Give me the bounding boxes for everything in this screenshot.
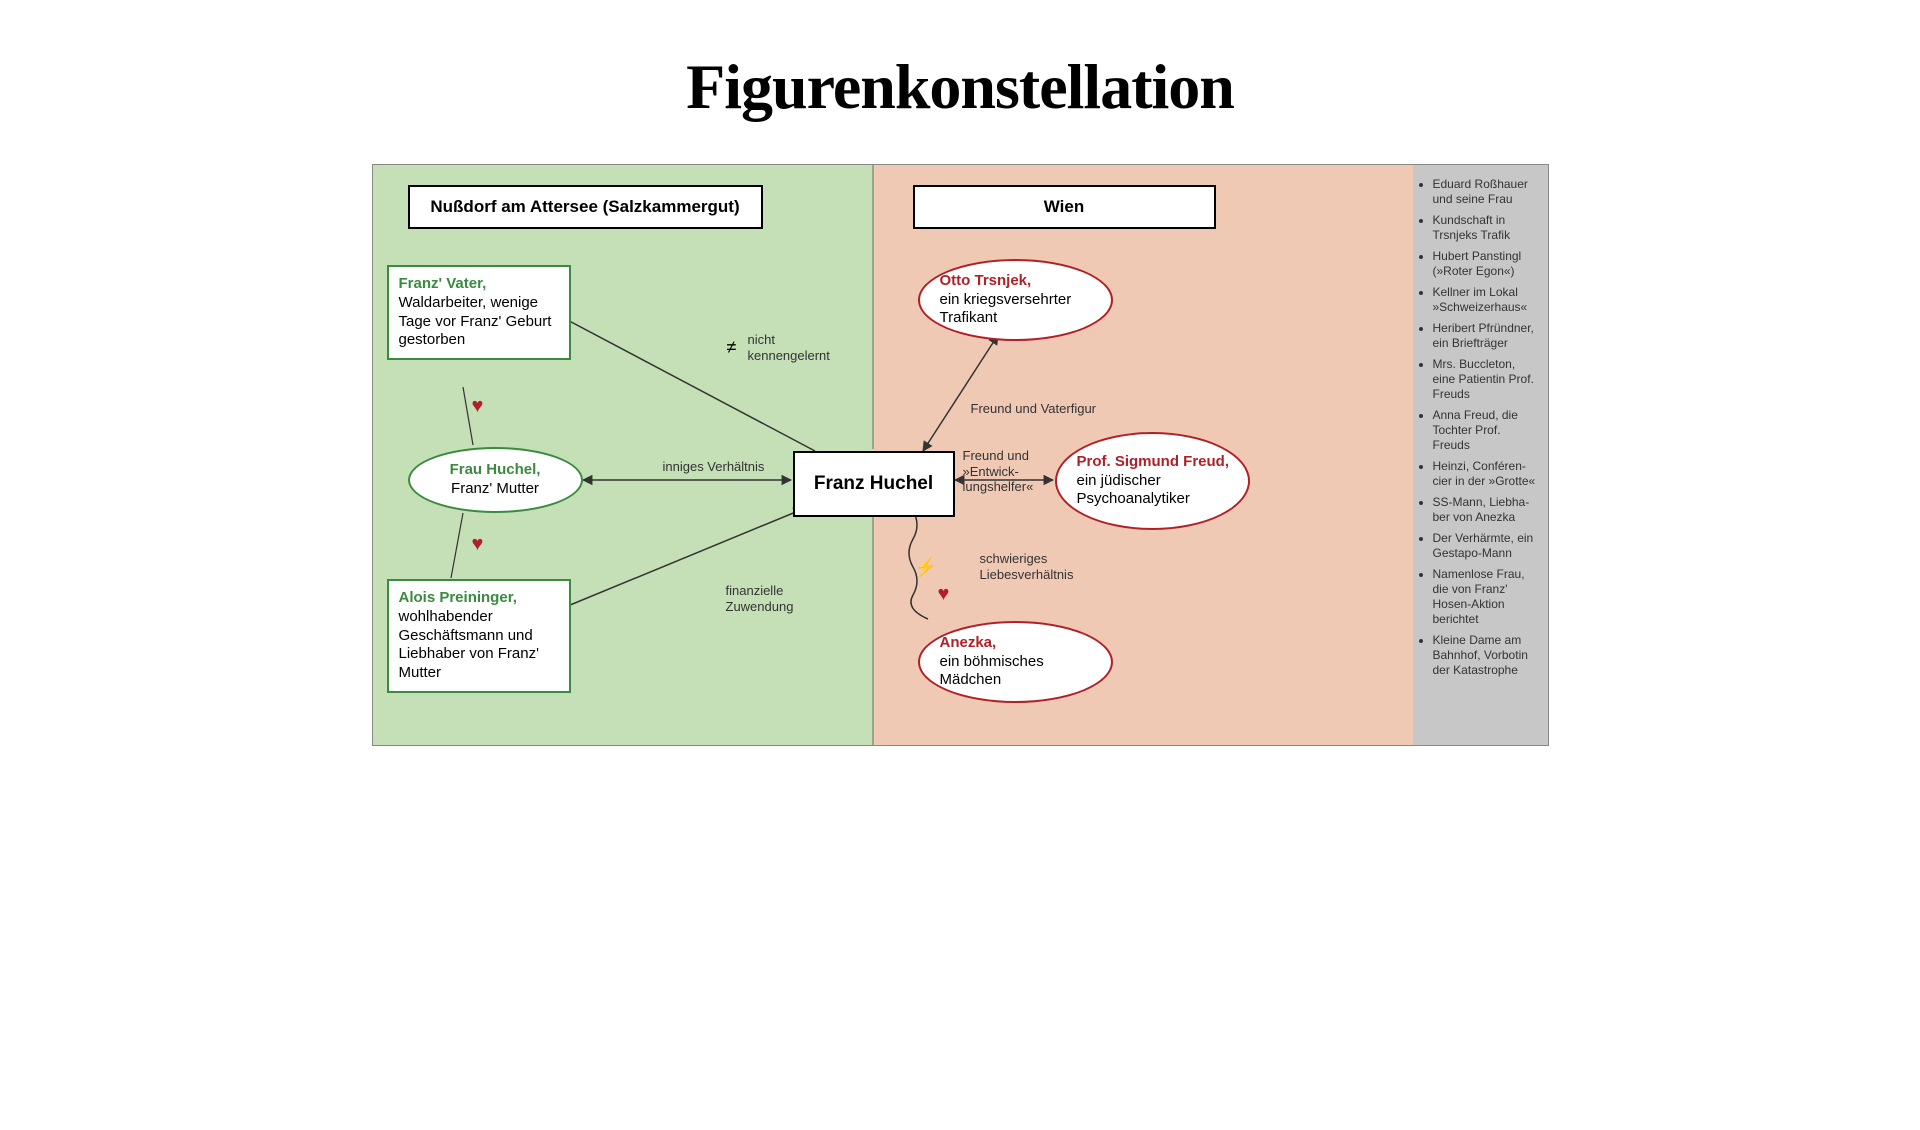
node-desc: ein kriegsversehrter Trafikant <box>940 291 1072 327</box>
heart-icon: ♥ <box>938 583 950 606</box>
edge-label-preininger: finanzielle Zuwendung <box>726 583 816 614</box>
node-desc: ein böhmisches Mädchen <box>940 653 1044 689</box>
side-list-item: Heinzi, Conféren­cier in der »Grotte« <box>1433 459 1538 489</box>
side-list-item: SS-Mann, Liebha­ber von Anezka <box>1433 495 1538 525</box>
region-header-left: Nußdorf am Attersee (Salzkammergut) <box>408 185 763 229</box>
node-name: Frau Huchel, <box>450 461 541 478</box>
edge-label-freud: Freund und »Entwick- lungshelfer« <box>963 448 1053 495</box>
node-desc: Franz' Mutter <box>451 480 539 497</box>
side-character-list: Eduard Roßhauer und seine Frau Kundschaft… <box>1419 177 1538 678</box>
neq-icon: ≠ <box>727 337 737 358</box>
node-otto: Otto Trsnjek, ein kriegsversehrter Trafi… <box>918 259 1113 341</box>
node-frau-huchel: Frau Huchel, Franz' Mutter <box>408 447 583 513</box>
node-name: Franz Huchel <box>814 473 933 494</box>
node-franz-vater: Franz' Vater, Waldarbeiter, wenige Tage … <box>387 265 571 360</box>
edge-label-anezka: schwieriges Liebesverhältnis <box>980 551 1090 582</box>
node-freud: Prof. Sigmund Freud, ein jüdischer Psych… <box>1055 432 1250 530</box>
node-name: Franz' Vater, <box>399 275 487 292</box>
side-list-item: Heribert Pfründ­ner, ein Briefträger <box>1433 321 1538 351</box>
edge-label-vater: nicht kennengelernt <box>748 332 858 363</box>
node-desc: Waldarbeiter, wenige Tage vor Franz' Geb… <box>399 294 552 349</box>
side-list-item: Namenlose Frau, die von Franz' Hosen-Akt… <box>1433 567 1538 627</box>
side-list-item: Eduard Roßhauer und seine Frau <box>1433 177 1538 207</box>
diagram-canvas: Eduard Roßhauer und seine Frau Kundschaft… <box>372 164 1549 746</box>
node-anezka: Anezka, ein böhmisches Mädchen <box>918 621 1113 703</box>
side-list-item: Kundschaft in Trsnjeks Trafik <box>1433 213 1538 243</box>
edge-label-mutter: inniges Verhältnis <box>663 459 765 475</box>
side-list-item: Hubert Panstingl (»Roter Egon«) <box>1433 249 1538 279</box>
node-name: Otto Trsnjek, <box>940 272 1032 289</box>
side-list-item: Kellner im Lokal »Schweizerhaus« <box>1433 285 1538 315</box>
region-header-right: Wien <box>913 185 1216 229</box>
side-list-item: Der Verhärmte, ein Gestapo-Mann <box>1433 531 1538 561</box>
node-franz-huchel: Franz Huchel <box>793 451 955 517</box>
node-name: Anezka, <box>940 634 997 651</box>
edge-label-otto: Freund und Vaterfigur <box>971 401 1097 417</box>
page-title: Figurenkonstellation <box>0 50 1920 124</box>
node-desc: wohlhabender Geschäftsmann und Liebhaber… <box>399 608 539 681</box>
node-name: Alois Preininger, <box>399 589 517 606</box>
node-desc: ein jüdischer Psychoanalytiker <box>1077 472 1190 508</box>
side-list-item: Mrs. Buccleton, eine Patientin Prof. Fre… <box>1433 357 1538 402</box>
side-list-item: Anna Freud, die Tochter Prof. Freuds <box>1433 408 1538 453</box>
node-name: Prof. Sigmund Freud, <box>1077 453 1230 470</box>
heart-icon: ♥ <box>472 533 484 556</box>
node-preininger: Alois Preininger, wohlhabender Geschäfts… <box>387 579 571 693</box>
heart-icon: ♥ <box>472 395 484 418</box>
side-list-item: Kleine Dame am Bahnhof, Vorbotin der Kat… <box>1433 633 1538 678</box>
bolt-icon: ⚡ <box>915 557 937 578</box>
region-side: Eduard Roßhauer und seine Frau Kundschaft… <box>1413 165 1548 745</box>
